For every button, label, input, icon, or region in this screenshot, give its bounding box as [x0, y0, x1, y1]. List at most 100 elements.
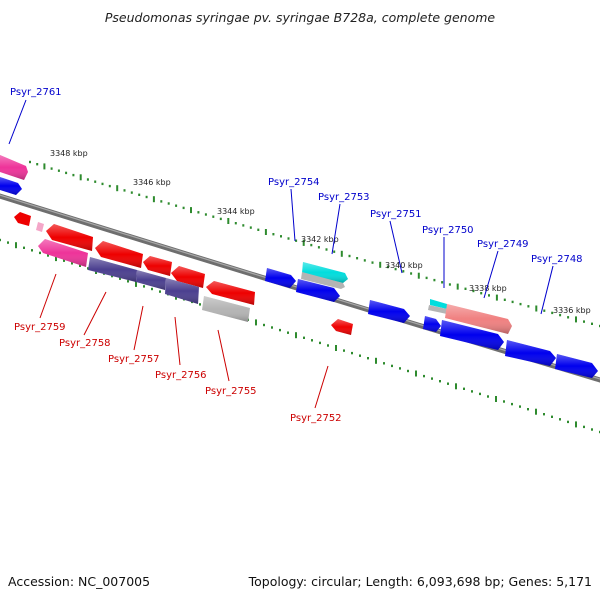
- tick-dot: [379, 261, 382, 268]
- tick-dot: [57, 169, 60, 172]
- tick-dot: [425, 276, 428, 280]
- label-psyr-2748[interactable]: Psyr_2748: [531, 254, 583, 265]
- tick-dot: [182, 206, 185, 210]
- tick-dot: [101, 182, 104, 186]
- tick-dot: [391, 364, 393, 368]
- tick-dot: [287, 237, 290, 240]
- topology-text: Topology: circular; Length: 6,093,698 bp…: [248, 574, 592, 589]
- label-psyr-2749[interactable]: Psyr_2749: [477, 239, 529, 250]
- label-psyr-2757[interactable]: Psyr_2757: [108, 354, 160, 365]
- tick-dot: [7, 241, 9, 244]
- tick-dot: [303, 336, 305, 339]
- tick-dot: [257, 228, 260, 231]
- tick-dot: [415, 370, 417, 377]
- label-psyr-2754[interactable]: Psyr_2754: [268, 177, 320, 188]
- label-psyr-2752[interactable]: Psyr_2752: [290, 413, 342, 424]
- tick-dot: [407, 369, 409, 373]
- label-psyr-2753[interactable]: Psyr_2753: [318, 192, 370, 203]
- tick-dot: [519, 302, 522, 306]
- tick-dot: [480, 292, 483, 295]
- tick-dot: [503, 298, 506, 301]
- tick-dot: [219, 217, 222, 221]
- tick-dot: [551, 311, 554, 315]
- tick-dot: [567, 316, 570, 319]
- label-psyr-2759[interactable]: Psyr_2759: [14, 322, 66, 333]
- tick-dot: [160, 200, 163, 203]
- tick-labels: 3348 kbp 3346 kbp 3344 kbp 3342 kbp 3340…: [50, 149, 591, 315]
- tick-dot: [143, 285, 145, 288]
- tick-dot: [511, 300, 514, 304]
- tick-dot: [367, 357, 369, 360]
- tick-dot: [559, 313, 562, 317]
- tick-dot: [39, 251, 41, 255]
- tick-dot: [212, 215, 215, 218]
- tick-dot: [127, 280, 129, 283]
- gene-arrow-cyan-2750[interactable]: [430, 299, 447, 309]
- tick-dot: [383, 362, 385, 365]
- tick-dot: [456, 283, 459, 290]
- tick-dot: [431, 377, 433, 380]
- tick-dot: [386, 265, 389, 269]
- tick-dot: [123, 189, 126, 192]
- tick-dot: [325, 248, 328, 251]
- inner-tick-dots: [0, 238, 600, 434]
- tick-dot: [333, 250, 336, 253]
- tick-dot: [23, 246, 25, 249]
- tick-dot: [455, 383, 457, 390]
- tick-dot: [167, 202, 170, 205]
- tick-dot: [175, 204, 178, 207]
- tick-dot: [340, 250, 343, 257]
- tick-dot: [402, 270, 405, 273]
- tick-dot: [447, 382, 449, 385]
- tick-dot: [575, 421, 577, 428]
- tick-dot: [204, 213, 207, 216]
- tick-dot: [116, 185, 119, 192]
- tick-dot: [119, 277, 121, 280]
- tick-dot: [371, 261, 374, 264]
- tick-dot: [527, 408, 529, 411]
- tick-dot: [399, 367, 401, 370]
- tick-dot: [50, 167, 53, 170]
- tick-dot: [433, 278, 436, 282]
- tick-dot: [535, 408, 537, 415]
- tick-dot: [264, 229, 267, 235]
- tick-dot: [145, 195, 148, 199]
- tick-dot: [152, 196, 155, 203]
- tick-dot: [79, 264, 81, 267]
- tick-dot: [295, 332, 297, 339]
- tick-dot: [47, 254, 49, 257]
- label-psyr-2751[interactable]: Psyr_2751: [370, 209, 422, 220]
- tick-label-3344: 3344 kbp: [217, 207, 255, 216]
- tick-dot: [472, 289, 475, 293]
- tick-dot: [567, 420, 569, 424]
- tick-dot: [279, 328, 281, 332]
- tick-dot: [423, 374, 425, 378]
- tick-dot: [242, 224, 245, 227]
- tick-dot: [72, 173, 75, 177]
- tick-label-3340: 3340 kbp: [385, 261, 423, 270]
- gene-arrow-red-tiny[interactable]: [14, 212, 31, 226]
- tick-dot: [464, 287, 467, 290]
- tick-dot: [463, 387, 465, 390]
- label-psyr-2756[interactable]: Psyr_2756: [155, 370, 207, 381]
- label-psyr-2761[interactable]: Psyr_2761: [10, 87, 62, 98]
- tick-dot: [130, 191, 133, 194]
- tick-dot: [94, 180, 97, 183]
- tick-dot: [295, 239, 298, 242]
- label-psyr-2755[interactable]: Psyr_2755: [205, 386, 257, 397]
- tick-dot: [280, 235, 282, 238]
- tick-label-3346: 3346 kbp: [133, 178, 171, 187]
- tick-dot: [302, 239, 305, 246]
- tick-dot: [0, 238, 1, 242]
- tick-dot: [335, 345, 337, 351]
- tick-dot: [255, 319, 257, 326]
- tick-dot: [249, 226, 252, 229]
- label-psyr-2750[interactable]: Psyr_2750: [422, 225, 474, 236]
- tick-dot: [271, 326, 273, 329]
- tick-dot: [87, 267, 89, 270]
- tick-dot: [495, 294, 498, 301]
- label-psyr-2758[interactable]: Psyr_2758: [59, 338, 111, 349]
- tick-label-3342: 3342 kbp: [301, 235, 339, 244]
- tick-dot: [487, 395, 489, 398]
- reverse-genes: [14, 212, 353, 335]
